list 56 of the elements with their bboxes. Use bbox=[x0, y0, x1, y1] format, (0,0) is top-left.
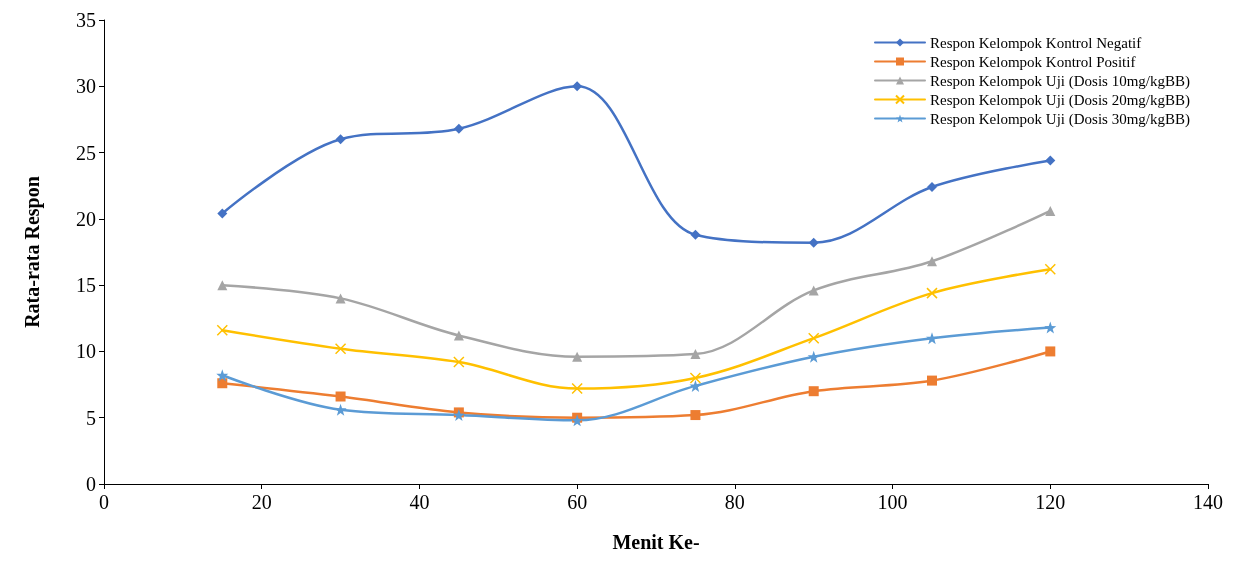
y-tick-label: 35 bbox=[76, 9, 96, 31]
point bbox=[927, 182, 937, 193]
point bbox=[689, 372, 702, 384]
point bbox=[335, 293, 346, 304]
point bbox=[216, 324, 229, 336]
y-tick-label: 20 bbox=[76, 207, 96, 230]
point bbox=[927, 256, 937, 267]
point bbox=[808, 237, 819, 248]
x-tick-label: 60 bbox=[567, 491, 588, 513]
point bbox=[335, 391, 346, 402]
point bbox=[808, 285, 819, 296]
point bbox=[334, 343, 347, 355]
point bbox=[217, 280, 228, 291]
legend-label: Respon Kelompok Uji (Dosis 30mg/kgBB) bbox=[930, 110, 1191, 128]
x-tick-label: 100 bbox=[877, 491, 908, 513]
point bbox=[335, 134, 346, 145]
point bbox=[807, 332, 820, 344]
x-tick-label: 20 bbox=[251, 491, 272, 513]
point bbox=[1044, 321, 1057, 334]
legend-label: Respon Kelompok Kontrol Negatif bbox=[930, 34, 1142, 51]
point bbox=[217, 208, 228, 219]
y-tick-label: 30 bbox=[76, 75, 96, 98]
point bbox=[216, 369, 229, 382]
point bbox=[1044, 263, 1057, 275]
legend-label: Respon Kelompok Uji (Dosis 10mg/kgBB) bbox=[930, 72, 1191, 90]
x-tick-label: 140 bbox=[1193, 491, 1223, 513]
point bbox=[571, 382, 583, 395]
point bbox=[690, 410, 701, 421]
point bbox=[452, 409, 465, 422]
x-tick-label: 120 bbox=[1035, 491, 1066, 513]
y-axis-title: Rata-rata Respon bbox=[21, 176, 44, 328]
point bbox=[926, 287, 938, 299]
y-tick-label: 15 bbox=[76, 274, 96, 297]
y-tick-label: 10 bbox=[76, 340, 96, 363]
point bbox=[927, 375, 937, 386]
point bbox=[453, 330, 464, 341]
point bbox=[1045, 205, 1056, 216]
legend-label: Respon Kelompok Kontrol Positif bbox=[930, 53, 1136, 70]
point bbox=[690, 349, 701, 360]
point bbox=[572, 81, 583, 92]
point bbox=[453, 123, 464, 134]
legend-label: Respon Kelompok Uji (Dosis 20mg/kgBB) bbox=[930, 91, 1191, 109]
point bbox=[571, 414, 584, 427]
x-axis-title: Menit Ke- bbox=[612, 531, 700, 553]
x-tick-label: 40 bbox=[409, 491, 430, 513]
point bbox=[453, 356, 465, 368]
x-tick-label: 80 bbox=[724, 491, 745, 513]
point bbox=[690, 229, 701, 240]
y-tick-label: 0 bbox=[86, 473, 96, 495]
point bbox=[572, 351, 583, 362]
point bbox=[926, 332, 938, 345]
point bbox=[808, 386, 819, 397]
y-tick-label: 25 bbox=[76, 141, 96, 164]
point bbox=[1045, 155, 1056, 166]
y-tick-label: 5 bbox=[86, 406, 96, 429]
point bbox=[1045, 346, 1056, 357]
